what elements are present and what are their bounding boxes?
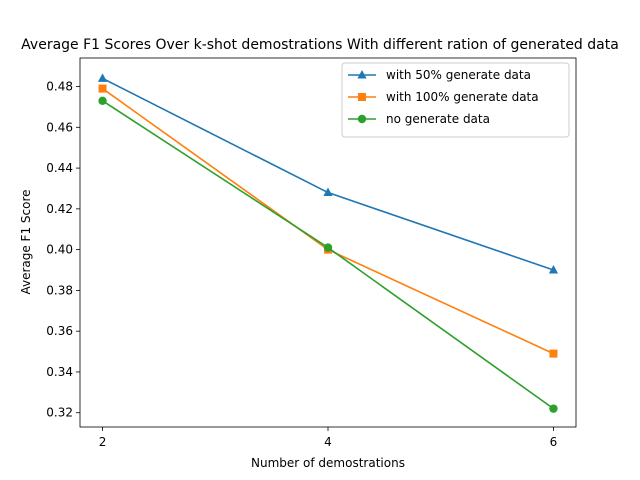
legend-marker <box>357 114 367 124</box>
y-tick-label: 0.32 <box>46 406 73 420</box>
x-axis-label: Number of demostrations <box>251 456 405 470</box>
data-point-series-2 <box>98 84 107 93</box>
y-tick-label: 0.40 <box>46 243 73 257</box>
y-tick-label: 0.46 <box>46 120 73 134</box>
data-point-series-3 <box>549 404 558 413</box>
data-point-series-1 <box>548 265 559 274</box>
legend-label: with 50% generate data <box>386 68 531 82</box>
y-tick-label: 0.34 <box>46 365 73 379</box>
legend-marker <box>357 70 367 79</box>
legend-box <box>341 62 570 138</box>
data-point-series-1 <box>97 73 108 82</box>
data-point-series-3 <box>323 243 333 252</box>
chart-title: Average F1 Scores Over k-shot demostrati… <box>21 37 619 53</box>
x-tick-label: 4 <box>324 435 332 449</box>
legend: with 50% generate data with 100% generate… <box>341 62 570 138</box>
y-tick-label: 0.38 <box>46 283 73 297</box>
y-tick-label: 0.42 <box>46 202 73 216</box>
x-tick-label: 6 <box>550 435 558 449</box>
y-axis-label: Average F1 Score <box>19 189 33 294</box>
plot-area: 2 4 6 0.32 0.34 0.36 0.38 0.40 0.42 0.44 0.46 0.48 <box>46 57 577 449</box>
x-tick-label: 2 <box>99 435 107 449</box>
legend-label: with 100% generate data <box>386 90 539 104</box>
legend-label: no generate data <box>386 112 490 126</box>
data-point-series-3 <box>98 96 107 106</box>
y-tick-label: 0.48 <box>46 80 73 94</box>
legend-marker <box>358 93 366 101</box>
y-tick-label: 0.36 <box>46 324 73 338</box>
data-point-series-1 <box>323 187 333 197</box>
data-point-series-2 <box>549 349 558 358</box>
series-line-3 <box>102 100 554 410</box>
y-tick-label: 0.44 <box>46 161 73 175</box>
